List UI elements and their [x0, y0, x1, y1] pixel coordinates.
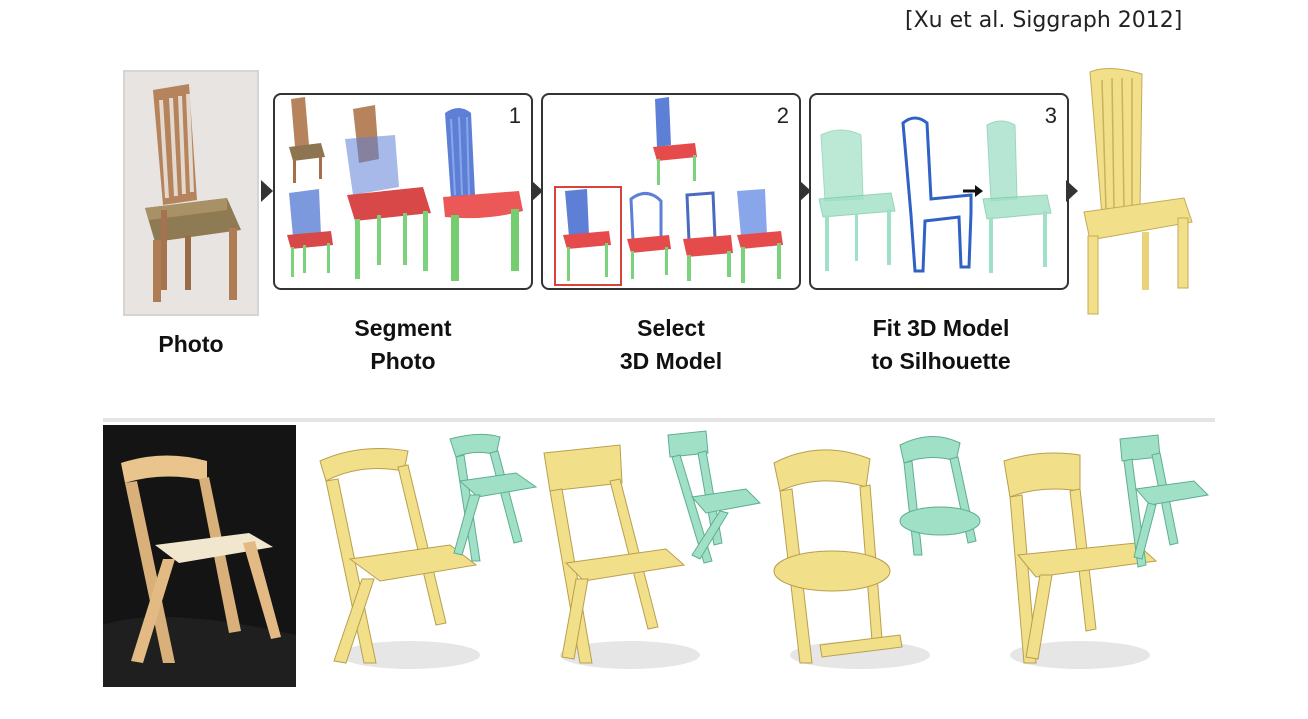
step-number: 3 [1044, 103, 1057, 128]
segment-illustration [287, 97, 523, 281]
fit-illustration [818, 116, 1052, 273]
caption-line: 3D Model [619, 348, 723, 374]
caption-select: Select 3D Model [541, 312, 801, 378]
model-gallery [300, 425, 1215, 687]
step-number: 2 [776, 103, 789, 128]
folding-chair-photo [103, 425, 296, 687]
caption-line: Fit 3D Model [872, 315, 1010, 341]
caption-line: to Silhouette [871, 348, 1011, 374]
caption-photo: Photo [123, 328, 259, 361]
citation-text: [Xu et al. Siggraph 2012] [905, 8, 1183, 33]
flow-arrow-icon [531, 180, 543, 202]
caption-line: Select [637, 315, 705, 341]
result-3d-chair [1080, 66, 1195, 318]
step-number: 1 [508, 103, 521, 128]
flow-arrow-icon [799, 180, 811, 202]
chair-photo [123, 70, 259, 316]
step-panel-fit: 3 [809, 93, 1069, 290]
caption-photo-text: Photo [158, 331, 224, 357]
caption-fit: Fit 3D Model to Silhouette [809, 312, 1073, 378]
caption-line: Photo [370, 348, 436, 374]
flow-arrow-icon [261, 180, 273, 202]
caption-segment: Segment Photo [273, 312, 533, 378]
select-illustration [554, 97, 783, 286]
caption-line: Segment [354, 315, 452, 341]
step-panel-select: 2 [541, 93, 801, 290]
divider [103, 418, 1215, 422]
flow-arrow-icon [1066, 180, 1078, 202]
step-panel-segment: 1 [273, 93, 533, 290]
